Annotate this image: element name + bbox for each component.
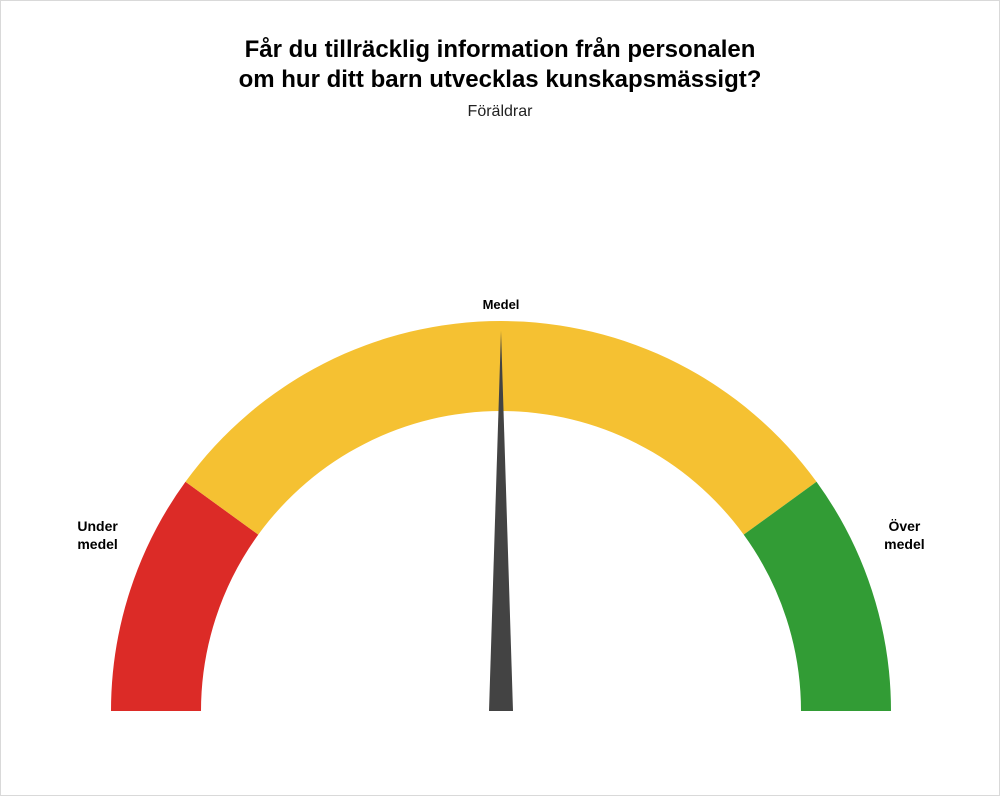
title-block: Får du tillräcklig information från pers… [1,35,999,121]
gauge-label-left-1: Under [77,518,118,534]
gauge-label-top: Medel [483,297,520,312]
gauge-label-right-1: Över [888,518,920,534]
gauge-chart: Medel Under medel Över medel [1,161,999,781]
gauge-svg: Medel Under medel Över medel [1,161,1000,781]
chart-subtitle: Föräldrar [1,103,999,121]
chart-frame: Får du tillräcklig information från pers… [0,0,1000,796]
gauge-label-left-2: medel [77,536,117,552]
gauge-label-right-2: medel [884,536,924,552]
chart-title: Får du tillräcklig information från pers… [1,35,999,95]
